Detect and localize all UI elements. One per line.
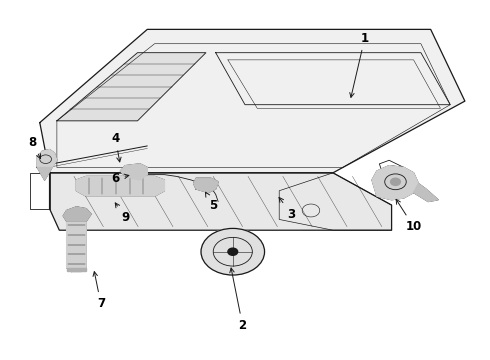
Text: 3: 3 bbox=[279, 197, 295, 221]
Polygon shape bbox=[37, 149, 57, 167]
Polygon shape bbox=[414, 184, 438, 202]
Text: 6: 6 bbox=[111, 172, 129, 185]
Circle shape bbox=[201, 228, 265, 275]
Polygon shape bbox=[40, 30, 465, 173]
Text: 1: 1 bbox=[350, 32, 369, 97]
Text: 5: 5 bbox=[205, 192, 218, 212]
Polygon shape bbox=[372, 166, 418, 200]
Polygon shape bbox=[67, 268, 86, 271]
Polygon shape bbox=[194, 178, 218, 193]
Polygon shape bbox=[57, 53, 206, 121]
Circle shape bbox=[391, 178, 400, 185]
Polygon shape bbox=[76, 176, 164, 196]
Text: 2: 2 bbox=[230, 268, 246, 332]
Text: 7: 7 bbox=[93, 272, 105, 310]
Text: 9: 9 bbox=[115, 203, 129, 224]
Text: 8: 8 bbox=[28, 136, 41, 159]
Text: 4: 4 bbox=[111, 132, 121, 162]
Polygon shape bbox=[67, 218, 86, 271]
Polygon shape bbox=[37, 167, 52, 180]
Circle shape bbox=[228, 248, 238, 255]
Polygon shape bbox=[49, 173, 392, 230]
Polygon shape bbox=[63, 207, 91, 221]
Text: 10: 10 bbox=[396, 199, 422, 233]
Polygon shape bbox=[121, 164, 147, 180]
